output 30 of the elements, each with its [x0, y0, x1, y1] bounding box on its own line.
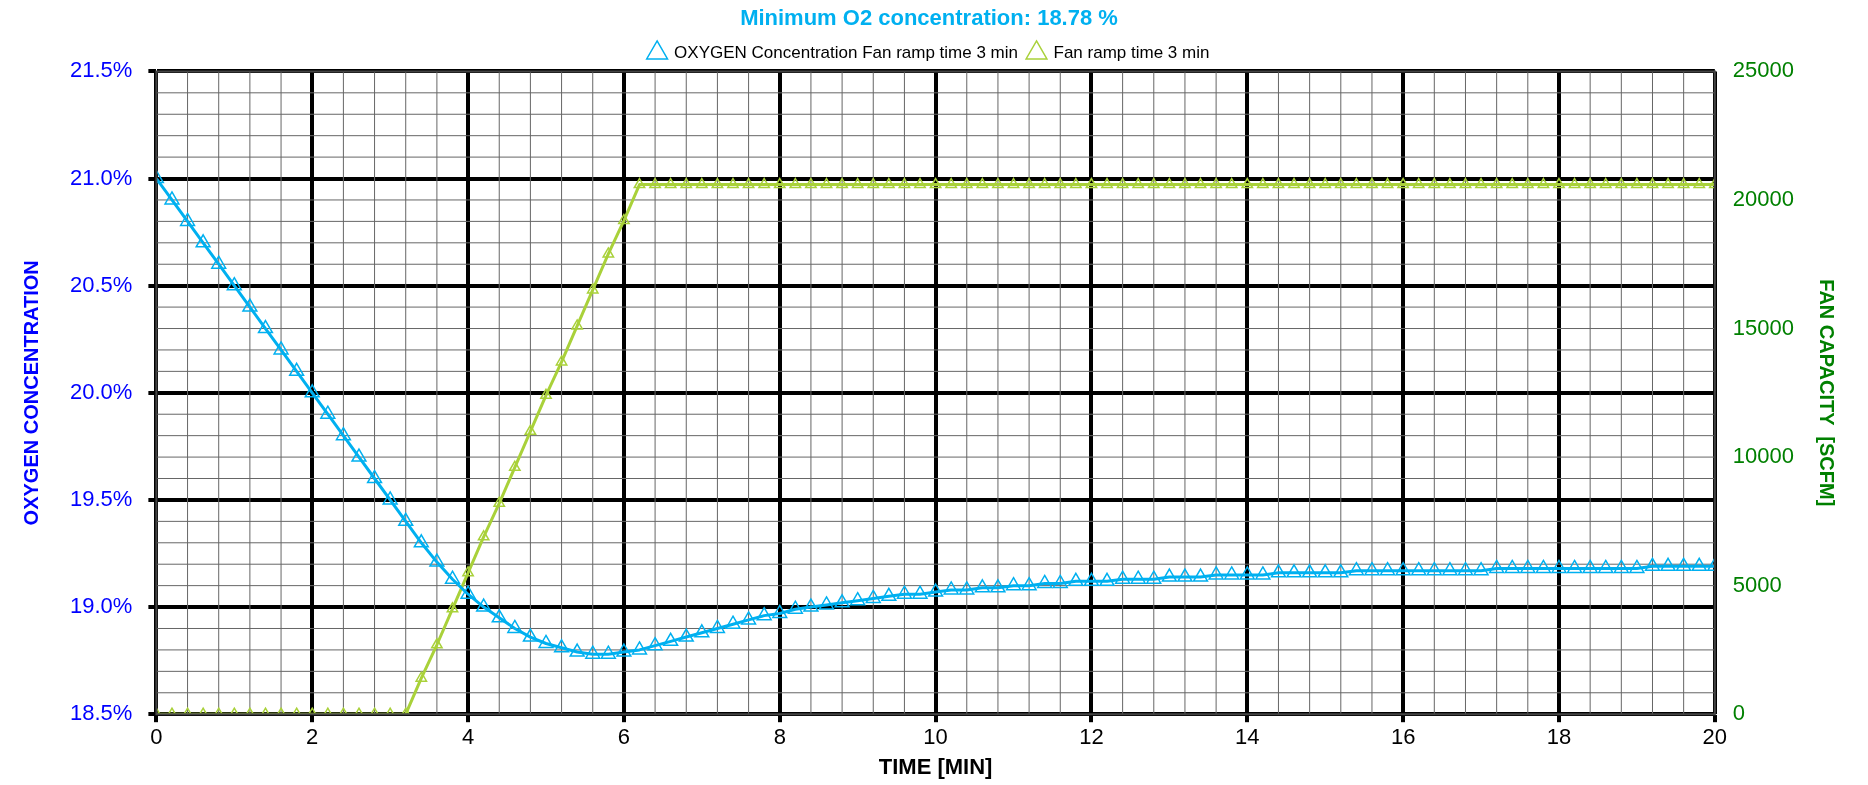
x-tick-label: 4	[461, 724, 475, 750]
y-tick-label: 21.0%	[69, 164, 133, 190]
y2-tick-label: 0	[1732, 700, 1746, 726]
y2-tick-label: 5000	[1732, 571, 1782, 597]
y2-tick-label: 10000	[1732, 443, 1795, 469]
y-tick-label: 19.0%	[69, 593, 133, 619]
x-tick-label: 2	[306, 724, 319, 750]
y2-tick-label: 25000	[1732, 57, 1795, 83]
x-tick-label: 6	[617, 724, 631, 750]
x-tick-label: 0	[150, 724, 163, 750]
y-tick-label: 20.0%	[69, 378, 133, 404]
legend-label: Fan ramp time 3 min	[1053, 42, 1210, 62]
x-tick-label: 10	[923, 724, 948, 750]
x-tick-label: 12	[1079, 724, 1104, 750]
y-tick-label: 20.5%	[69, 271, 133, 297]
x-tick-label: 8	[773, 724, 786, 750]
x-tick-label: 20	[1702, 724, 1728, 750]
y-tick-label: 19.5%	[69, 486, 133, 511]
x-tick-label: 18	[1546, 724, 1572, 750]
y-tick-label: 18.5%	[69, 700, 133, 726]
y2-tick-label: 15000	[1732, 314, 1795, 340]
y2-tick-label: 20000	[1732, 186, 1795, 212]
chart-title: Minimum O2 concentration: 18.78 %	[740, 5, 1118, 31]
x-tick-label: 14	[1235, 724, 1260, 750]
x-tick-label: 16	[1390, 724, 1416, 750]
y-axis-title: OXYGEN CONCENTRATION	[19, 260, 42, 526]
y2-axis-title: FAN CAPACITY [SCFM]	[1816, 279, 1839, 507]
x-axis-title: TIME [MIN]	[878, 753, 993, 779]
legend-label: OXYGEN Concentration Fan ramp time 3 min	[674, 42, 1019, 62]
y-tick-label: 21.5%	[69, 57, 133, 83]
